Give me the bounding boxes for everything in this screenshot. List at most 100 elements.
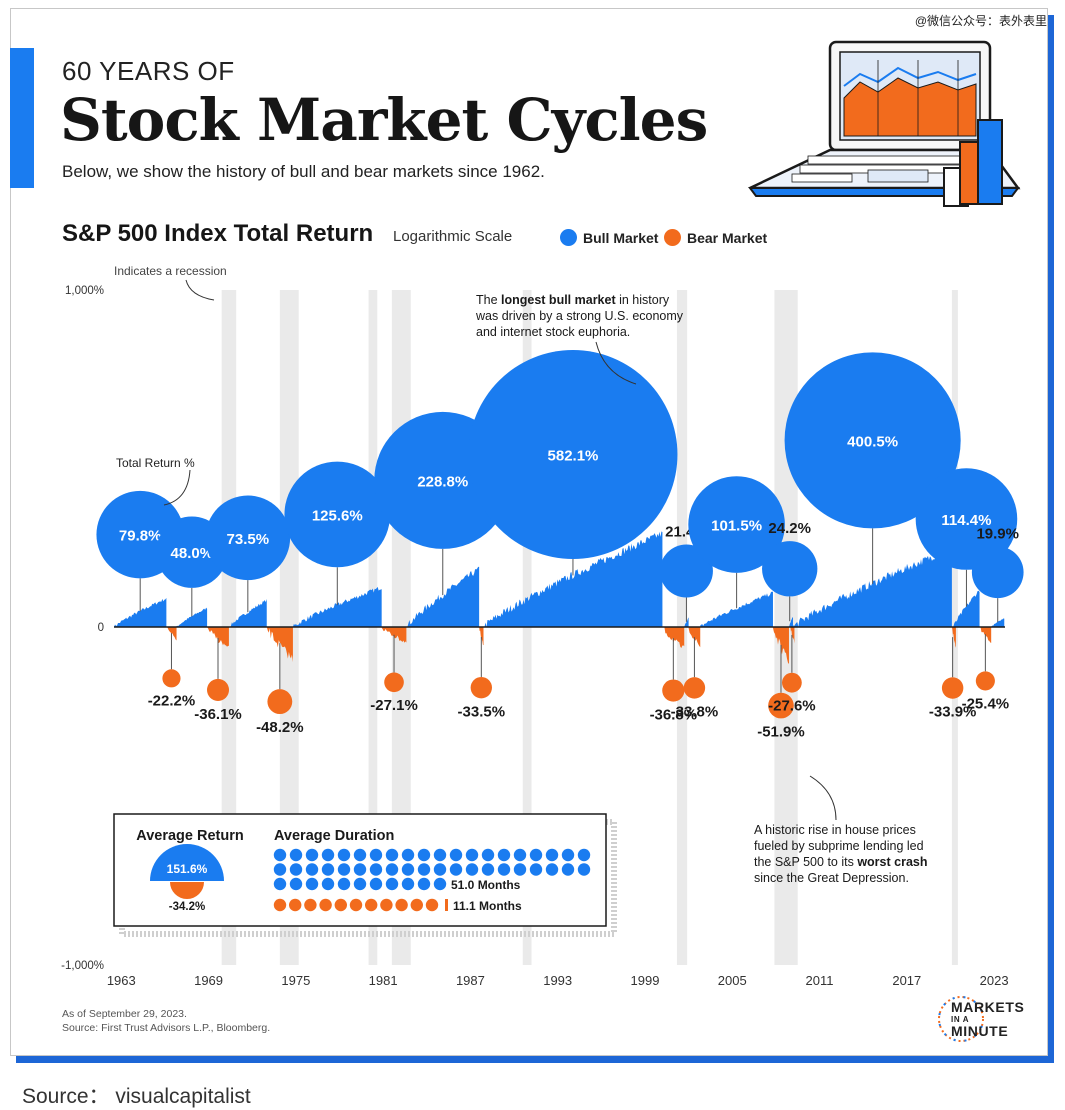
bull-month-dot — [417, 863, 431, 876]
bear-market-area — [479, 627, 484, 646]
bear-value-label: -36.8% — [650, 707, 698, 724]
bear-value-label: -27.1% — [370, 697, 418, 714]
x-tick-label: 1993 — [543, 973, 572, 988]
bull-month-dot — [561, 848, 575, 862]
bull-month-dot — [353, 863, 367, 876]
bull-month-dot — [369, 863, 383, 876]
accent-bar — [10, 48, 34, 188]
avg-bull-return-halfcircle — [150, 844, 224, 881]
x-tick-label: 2017 — [892, 973, 921, 988]
bull-month-dot — [401, 877, 415, 891]
bull-value-label: 228.8% — [417, 473, 468, 490]
bull-bubble — [468, 350, 678, 560]
logo-line-3: MINUTE — [951, 1023, 1009, 1039]
bear-bubble — [206, 678, 230, 701]
bear-month-dot — [319, 898, 332, 912]
bull-month-dot — [513, 863, 527, 876]
bull-month-dot — [545, 848, 559, 862]
bear-month-dot — [380, 898, 393, 912]
watermark: @微信公众号：表外表里 — [914, 14, 1047, 28]
bull-bubble — [971, 546, 1024, 599]
bull-month-dot — [417, 848, 431, 862]
bull-month-dot — [273, 863, 287, 876]
bull-month-dot — [577, 863, 591, 876]
bear-month-dot — [365, 898, 378, 912]
bull-market-area — [228, 598, 267, 627]
bear-bubble — [162, 669, 181, 688]
bull-month-dot — [385, 877, 399, 891]
avg-bear-return-value: -34.2% — [169, 901, 205, 913]
bull-month-dot — [529, 848, 543, 862]
avg-return-title: Average Return — [136, 828, 243, 844]
longest-bull-note-line: The longest bull market in history — [476, 293, 670, 307]
bull-month-dot — [433, 877, 447, 891]
y-tick-label: -1,000% — [61, 960, 104, 972]
bull-month-dot — [337, 848, 351, 862]
bear-bubble — [384, 672, 404, 693]
bear-market-area — [166, 627, 177, 641]
bear-market-area — [266, 627, 293, 663]
bear-value-label: -33.5% — [458, 703, 506, 720]
bear-value-label: -22.2% — [148, 692, 196, 709]
x-tick-label: 2023 — [980, 973, 1009, 988]
bear-month-dot — [273, 898, 287, 912]
worst-crash-note-span: the S&P 500 to its — [754, 855, 857, 869]
avg-bull-return-value: 151.6% — [167, 862, 208, 876]
worst-crash-note-line: the S&P 500 to its worst crash — [754, 855, 927, 869]
x-tick-label: 2011 — [806, 973, 834, 988]
bull-month-dot — [369, 848, 383, 862]
legend-bull-label: Bull Market — [583, 229, 659, 246]
longest-bull-note-line: was driven by a strong U.S. economy — [475, 309, 684, 323]
bull-month-dot — [353, 848, 367, 862]
bear-value-label: -33.8% — [671, 704, 719, 721]
legend-bear-swatch — [664, 229, 681, 246]
bull-value-label: 79.8% — [119, 528, 162, 545]
bear-value-label: -48.2% — [256, 719, 304, 736]
bull-value-label: 114.4% — [941, 512, 991, 529]
cycle-chart: 1,000% 0 -1,000%1963 1969 1975 1981 1987 1993 19… — [61, 264, 1024, 988]
x-tick-label: 1981 — [369, 973, 398, 988]
longest-bull-note-span: in history — [616, 293, 670, 307]
bear-market-area — [951, 627, 956, 648]
bull-month-dot — [561, 863, 575, 876]
logo-line-2: IN A — [951, 1015, 970, 1024]
as-of-note: As of September 29, 2023. — [62, 1008, 187, 1020]
bear-month-dot — [334, 898, 347, 912]
bull-market-area — [991, 618, 1005, 627]
bull-market-area — [176, 607, 208, 627]
bull-month-dot — [289, 863, 303, 876]
bear-month-dot — [289, 898, 302, 912]
legend-bear: Bear Market — [664, 229, 767, 246]
bull-market-area — [788, 617, 793, 627]
bull-month-dot — [289, 848, 303, 862]
logo-wordmark: MARKETS IN A MINUTE — [951, 1000, 1024, 1039]
bull-month-dot — [481, 863, 495, 876]
bear-month-dot — [395, 898, 408, 912]
bull-month-dot — [321, 877, 335, 891]
longest-bull-arrow — [595, 341, 637, 385]
bear-value-label: -25.4% — [962, 695, 1010, 712]
bull-month-dot — [401, 863, 415, 876]
bull-bubble — [688, 476, 785, 573]
page-subtitle: Below, we show the history of bull and b… — [62, 162, 545, 181]
bull-month-dot — [449, 863, 463, 876]
bull-month-dot — [513, 848, 527, 862]
bear-market-area — [207, 627, 229, 647]
bull-month-dot — [529, 863, 543, 876]
chart-scale-note: Logarithmic Scale — [393, 228, 513, 245]
bull-bubble — [762, 541, 818, 597]
bear-bubble — [941, 677, 964, 699]
longest-bull-note-line: and internet stock euphoria. — [476, 325, 630, 339]
bull-month-dot — [353, 877, 367, 891]
bull-bubble — [284, 461, 391, 568]
y-tick-label: 1,000% — [65, 285, 104, 297]
x-tick-label: 2005 — [718, 973, 747, 988]
page-title: Stock Market Cycles — [60, 86, 708, 154]
bull-month-dot — [385, 848, 399, 862]
bear-month-dot — [304, 898, 317, 912]
bear-market-area — [979, 627, 992, 643]
bull-market-area — [483, 531, 663, 627]
bull-month-dot — [273, 877, 287, 891]
legend-bull-swatch — [560, 229, 577, 246]
bear-bubble — [662, 679, 685, 702]
